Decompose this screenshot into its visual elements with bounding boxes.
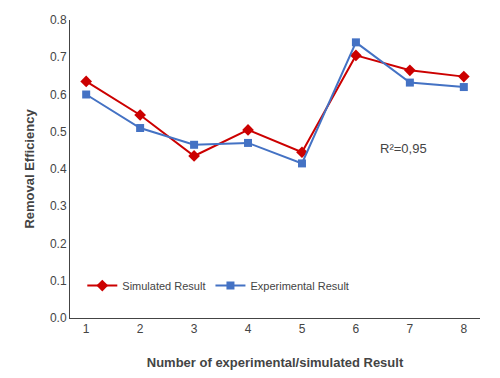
svg-text:8: 8 xyxy=(460,322,467,336)
svg-text:0.7: 0.7 xyxy=(50,50,67,64)
svg-text:Removal Efficiency: Removal Efficiency xyxy=(22,109,37,229)
svg-text:7: 7 xyxy=(407,322,414,336)
svg-text:0.0: 0.0 xyxy=(50,311,67,325)
svg-text:6: 6 xyxy=(353,322,360,336)
svg-text:R²=0,95: R²=0,95 xyxy=(380,141,427,156)
svg-text:0.1: 0.1 xyxy=(50,274,67,288)
svg-text:0.8: 0.8 xyxy=(50,13,67,27)
svg-text:Experimental Result: Experimental Result xyxy=(250,280,348,292)
svg-text:3: 3 xyxy=(191,322,198,336)
svg-text:5: 5 xyxy=(299,322,306,336)
svg-text:0.6: 0.6 xyxy=(50,88,67,102)
svg-text:4: 4 xyxy=(245,322,252,336)
svg-text:1: 1 xyxy=(83,322,90,336)
svg-text:Number of experimental/simulat: Number of experimental/simulated Result xyxy=(147,355,404,370)
svg-text:Simulated Result: Simulated Result xyxy=(122,280,205,292)
svg-text:0.5: 0.5 xyxy=(50,125,67,139)
svg-text:2: 2 xyxy=(137,322,144,336)
svg-text:0.3: 0.3 xyxy=(50,199,67,213)
svg-text:0.4: 0.4 xyxy=(50,162,67,176)
svg-text:0.2: 0.2 xyxy=(50,237,67,251)
